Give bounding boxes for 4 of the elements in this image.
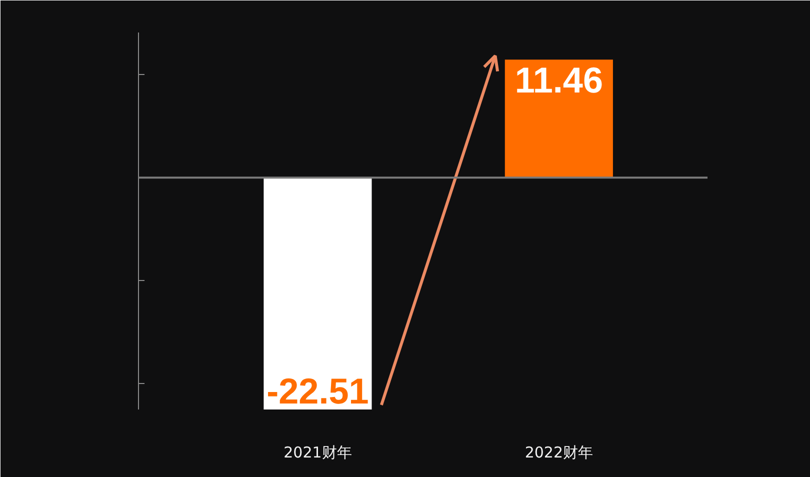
x-tick-label: 2022财年 — [524, 444, 594, 462]
x-tick-label: 2021财年 — [284, 444, 352, 462]
data-label: -22.51 — [266, 370, 369, 412]
data-label: 11.46 — [514, 60, 603, 101]
